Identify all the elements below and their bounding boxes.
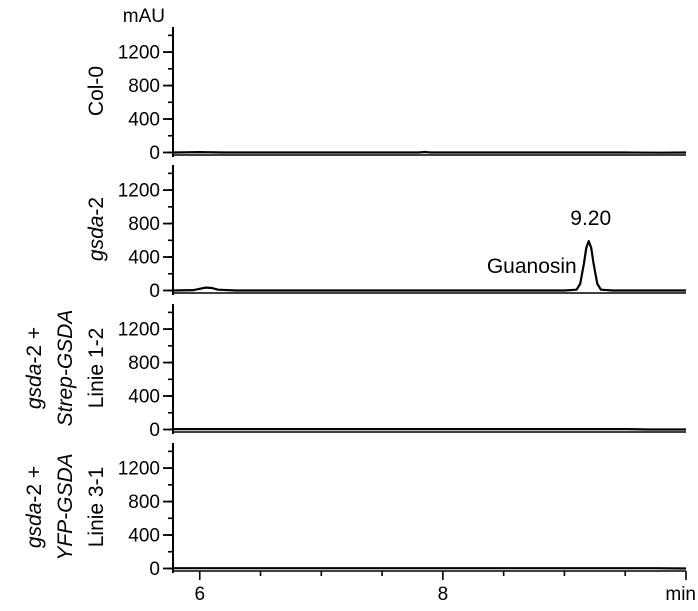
y-unit-label: mAU [123, 6, 165, 27]
y-tick-label: 0 [149, 281, 160, 302]
panel-3: 0 400 800 1200 gsda-2 + Strep-GSDA Linie 1-2 [23, 304, 686, 441]
panel-4: 0 400 800 1200 gsda-2 + YFP-GSDA Linie 3-1 [23, 443, 686, 580]
x-tick-label: 8 [438, 584, 449, 605]
x-tick-label: 6 [194, 584, 205, 605]
panel-label-line: gsda-2 + [23, 327, 46, 409]
y-tick-label: 1200 [118, 43, 160, 64]
y-tick-label: 1200 [118, 181, 160, 202]
y-tick-label: 800 [128, 492, 160, 513]
panel-1: 0 400 800 1200 Col-0 [85, 27, 686, 164]
y-tick-label: 1200 [118, 459, 160, 480]
panel-2: 0 400 800 1200 gsda-2 9.20 Guanosin [85, 165, 686, 302]
panel-label-segment: -2 [85, 197, 108, 216]
y-tick-label: 400 [128, 526, 160, 547]
panel-label-segment: gsda [85, 216, 108, 262]
panel-label-segment: YFP-GSDA [54, 453, 77, 560]
panel-label-line: Col-0 [85, 66, 108, 116]
peak-compound-label: Guanosin [487, 255, 577, 278]
panel-label-line: Linie 3-1 [85, 467, 108, 548]
panel-label-segment: Strep-GSDA [54, 310, 77, 427]
y-tick-label: 0 [149, 143, 160, 164]
panel-label-segment: -2 + [23, 466, 46, 503]
y-tick-label: 800 [128, 353, 160, 374]
y-tick-label: 800 [128, 214, 160, 235]
panel-label-segment: Col-0 [85, 66, 108, 116]
y-tick-label: 400 [128, 387, 160, 408]
panel-label-line: gsda-2 [85, 197, 108, 261]
y-tick-label: 1200 [118, 320, 160, 341]
panel-label-line: Linie 1-2 [85, 328, 108, 409]
y-tick-label: 400 [128, 248, 160, 269]
panel-label-line: Strep-GSDA [54, 310, 77, 427]
panel-label-segment: Linie 1-2 [85, 328, 108, 409]
panel-label-segment: gsda [23, 364, 46, 410]
panel-label-line: YFP-GSDA [54, 453, 77, 560]
y-tick-label: 800 [128, 76, 160, 97]
panel-label-segment: -2 + [23, 327, 46, 364]
y-tick-label: 0 [149, 559, 160, 580]
x-unit-label: min [665, 584, 696, 605]
panel-label-line: gsda-2 + [23, 466, 46, 548]
y-tick-label: 400 [128, 110, 160, 131]
chromatogram-trace [173, 152, 686, 153]
panel-label-segment: gsda [23, 503, 46, 549]
chromatogram-trace [173, 241, 686, 290]
peak-retention-time-label: 9.20 [570, 207, 611, 230]
panel-label-segment: Linie 3-1 [85, 467, 108, 548]
y-tick-label: 0 [149, 420, 160, 441]
